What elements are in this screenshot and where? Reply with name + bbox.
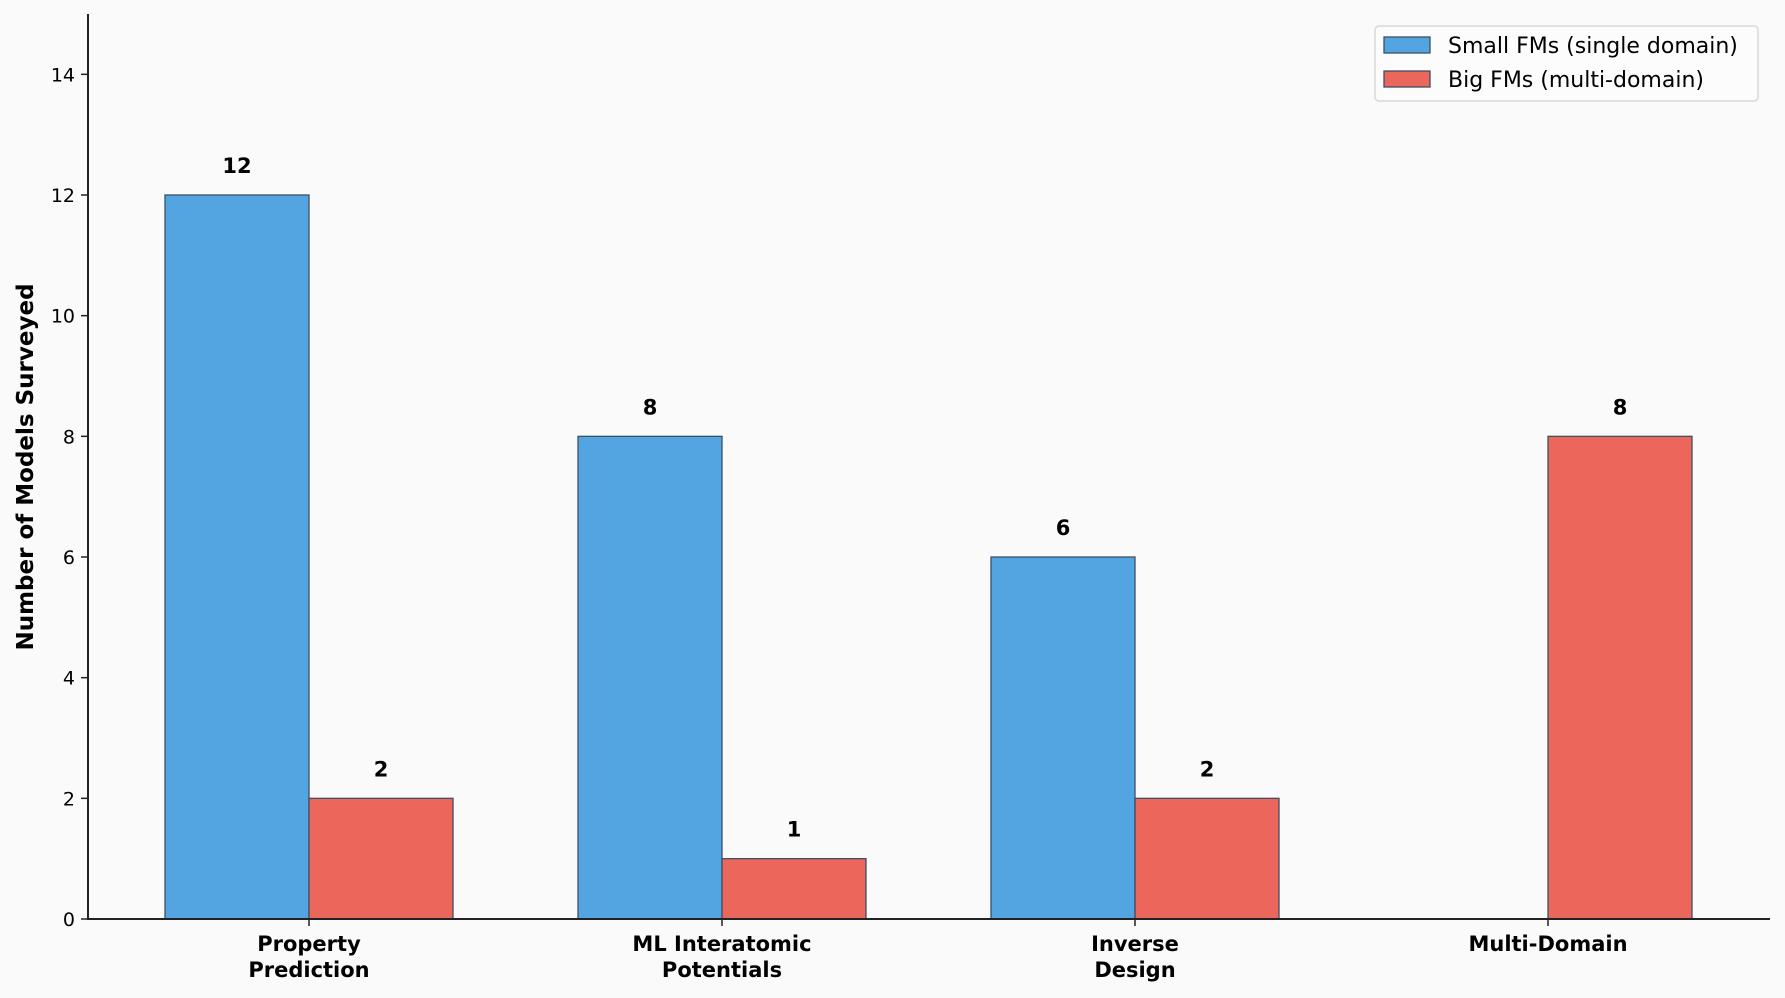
x-category-label: Inverse <box>1091 932 1179 956</box>
x-category-label: Property <box>257 932 361 956</box>
bar-big-3 <box>1547 435 1693 920</box>
value-label: 6 <box>1056 516 1071 540</box>
legend-box <box>1374 25 1759 102</box>
legend: Small FMs (single domain) Big FMs (multi-… <box>1374 25 1759 102</box>
bar-big-2 <box>1134 797 1280 920</box>
x-category-label: Design <box>1094 958 1175 982</box>
value-label: 2 <box>1200 757 1215 781</box>
value-label: 1 <box>787 818 802 842</box>
value-label: 8 <box>643 395 658 419</box>
y-axis: 0 2 4 6 8 10 12 14 <box>51 14 89 931</box>
y-tick-label: 10 <box>51 306 75 328</box>
value-label: 12 <box>222 154 251 178</box>
y-tick-label: 6 <box>63 547 75 569</box>
bar-big-1 <box>721 858 867 920</box>
bars-layer <box>164 194 1693 920</box>
y-tick-label: 4 <box>63 668 75 690</box>
bar-small-1 <box>577 435 723 920</box>
y-tick-label: 14 <box>51 64 75 86</box>
legend-label: Small FMs (single domain) <box>1448 34 1738 59</box>
y-tick-label: 2 <box>63 788 75 810</box>
y-axis-label: Number of Models Surveyed <box>13 283 39 650</box>
x-category-label: ML Interatomic <box>632 932 811 956</box>
x-category-label: Prediction <box>248 958 369 982</box>
value-label: 8 <box>1613 395 1628 419</box>
bar-big-0 <box>308 797 454 920</box>
legend-swatch <box>1383 70 1431 88</box>
bar-small-2 <box>990 556 1136 920</box>
legend-swatch <box>1383 36 1431 54</box>
x-category-label: Potentials <box>662 958 782 982</box>
value-label: 2 <box>374 757 389 781</box>
legend-label: Big FMs (multi-domain) <box>1448 68 1704 93</box>
y-tick-label: 12 <box>51 185 75 207</box>
x-category-label: Multi-Domain <box>1468 932 1627 956</box>
bar-small-0 <box>164 194 310 920</box>
y-tick-label: 0 <box>63 909 75 931</box>
y-tick-label: 8 <box>63 426 75 448</box>
